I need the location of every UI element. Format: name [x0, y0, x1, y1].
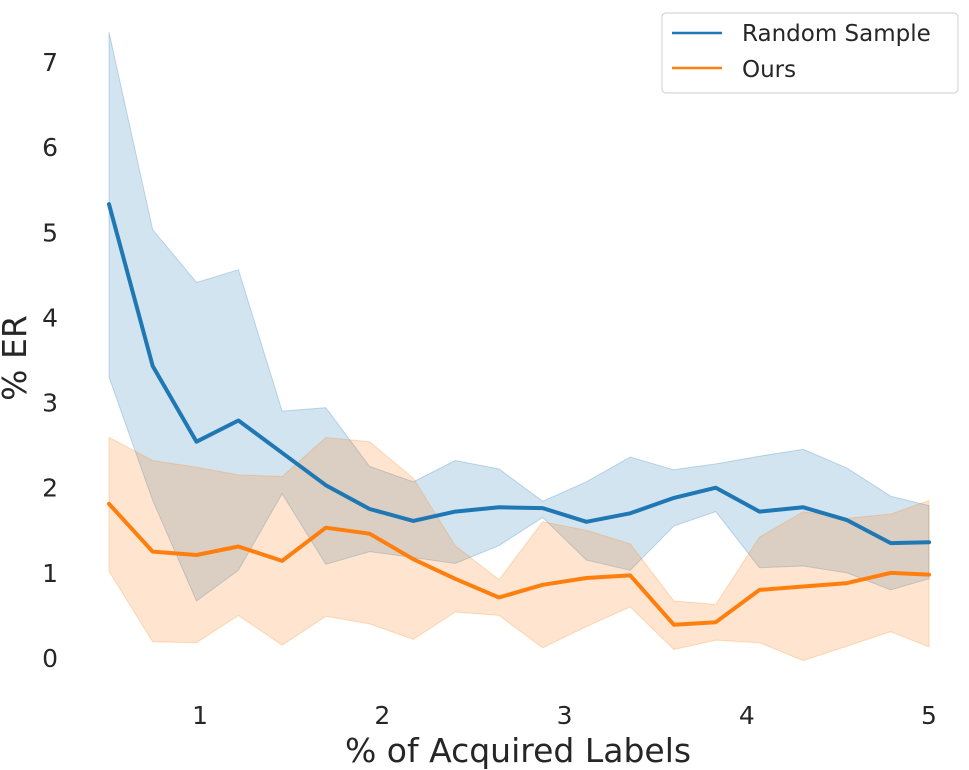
- x-axis-label: % of Acquired Labels: [345, 731, 691, 770]
- confidence-band-random-sample: [108, 32, 930, 602]
- x-tick-label: 2: [374, 701, 390, 730]
- x-tick-label: 4: [739, 701, 755, 730]
- y-axis-label: % ER: [0, 315, 34, 401]
- y-tick-label: 4: [42, 303, 58, 332]
- y-tick-label: 5: [42, 218, 58, 247]
- y-tick-label: 2: [42, 474, 58, 503]
- y-tick-label: 0: [42, 644, 58, 673]
- x-tick-label: 3: [557, 701, 573, 730]
- y-tick-label: 6: [42, 133, 58, 162]
- series-line-ours: [107, 501, 931, 627]
- y-tick-label: 3: [42, 389, 58, 418]
- x-tick-label: 5: [921, 701, 937, 730]
- y-tick-label: 1: [42, 559, 58, 588]
- legend: Random Sample Ours: [661, 12, 959, 94]
- legend-label-random-sample: Random Sample: [742, 21, 931, 47]
- legend-box: [661, 12, 959, 94]
- y-tick-label: 7: [42, 48, 58, 77]
- y-tick-labels: 0 1 2 3 4 5 6 7: [42, 48, 58, 673]
- x-tick-label: 1: [192, 701, 208, 730]
- x-tick-labels: 1 2 3 4 5: [192, 701, 937, 730]
- series-lines: [107, 202, 931, 627]
- series-line-random-sample: [107, 202, 931, 546]
- legend-label-ours: Ours: [742, 57, 796, 83]
- confidence-band-ours: [108, 436, 930, 662]
- confidence-bands: [108, 32, 930, 662]
